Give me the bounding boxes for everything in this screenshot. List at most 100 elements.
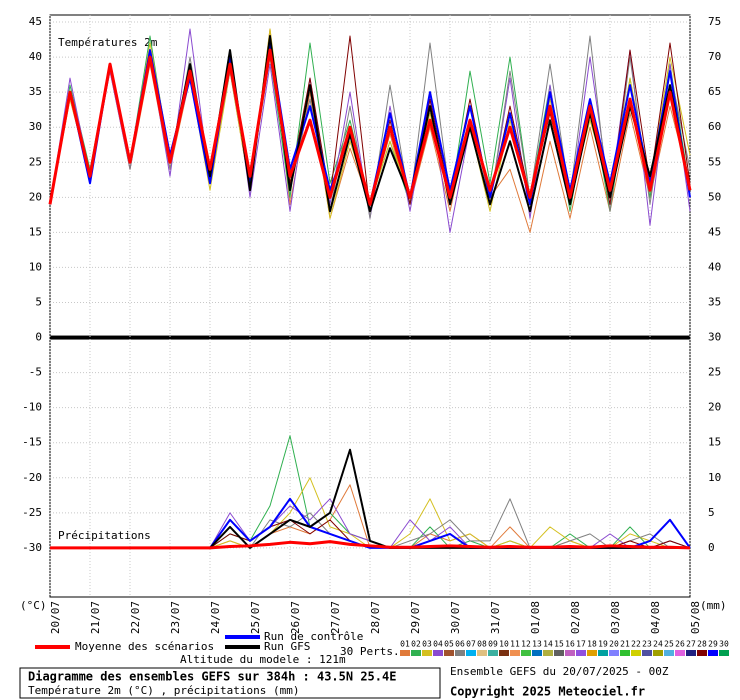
x-tick-label: 01/08 [529,601,542,634]
x-tick-label: 31/07 [489,601,502,634]
zero-line [50,335,690,340]
perturbation-legend-swatch [554,650,564,656]
subtitle: Température 2m (°C) , précipitations (mm… [28,684,300,697]
perturbation-legend-swatch [576,650,586,656]
perturbation-legend-swatch [433,650,443,656]
perturbation-legend-swatch [675,650,685,656]
perturbation-legend-swatch [444,650,454,656]
y-tick-label: 45 [29,15,42,28]
perturbation-legend-swatch [455,650,465,656]
x-tick-label: 28/07 [369,601,382,634]
x-tick-label: 03/08 [609,601,622,634]
perturbation-legend-swatch [488,650,498,656]
perturbation-legend-label: 06 [455,640,465,649]
perturbation-legend-swatch [422,650,432,656]
perturbation-legend-label: 04 [433,640,443,649]
perturbation-legend-label: 18 [587,640,597,649]
legend-label: Run GFS [264,640,310,653]
perturbation-legend-label: 28 [697,640,707,649]
y-tick-label: 0 [35,331,42,344]
temp-line [48,48,692,206]
temp-label: Températures 2m [58,36,158,49]
x-tick-label: 30/07 [449,601,462,634]
copyright: Copyright 2025 Meteociel.fr [450,685,645,699]
perturbation-legend-label: 05 [444,640,454,649]
x-tick-label: 25/07 [249,601,262,634]
perturbation-legend-label: 22 [631,640,641,649]
y-tick-label: -20 [22,471,42,484]
perturbation-legend-swatch [543,650,553,656]
perturbation-legend-label: 25 [664,640,674,649]
x-tick-label: 27/07 [329,601,342,634]
perturbation-legend-label: 20 [609,640,619,649]
perturbation-legend-swatch [719,650,729,656]
precip-label: Précipitations [58,529,151,542]
x-tick-label: 21/07 [89,601,102,634]
y-tick-label: -15 [22,436,42,449]
title-box [19,667,441,699]
y-tick-label: -10 [22,401,42,414]
perturbation-legend-label: 01 [400,640,410,649]
perturbation-legend-label: 15 [554,640,564,649]
perturbation-legend-label: 24 [653,640,663,649]
perturbation-legend-label: 13 [532,640,542,649]
perturbation-legend-label: 17 [576,640,586,649]
perturbation-legend-swatch [411,650,421,656]
y2-tick-label: 30 [708,331,721,344]
perturbation-legend-swatch [532,650,542,656]
x-tick-label: 02/08 [569,601,582,634]
perturbation-legend-swatch [653,650,663,656]
y2-tick-label: 75 [708,15,721,28]
y-tick-label: 20 [29,190,42,203]
x-tick-label: 20/07 [49,601,62,634]
perturbation-legend-swatch [499,650,509,656]
y2-tick-label: 10 [708,471,721,484]
perturbation-legend-label: 03 [422,640,432,649]
y2-tick-label: 60 [708,120,721,133]
perturbation-legend-label: 10 [499,640,509,649]
perturbation-legend-label: 02 [411,640,421,649]
perturbation-legend-swatch [521,650,531,656]
y2-tick-label: 65 [708,85,721,98]
perturbation-legend-swatch [620,650,630,656]
perturbation-legend-swatch [466,650,476,656]
perturbation-legend-swatch [510,650,520,656]
y2-tick-label: 45 [708,225,721,238]
perturbation-legend-label: 08 [477,640,487,649]
x-tick-label: 23/07 [169,601,182,634]
perturbation-legend-swatch [686,650,696,656]
perturbation-legend-swatch [400,650,410,656]
perturbation-legend-label: 21 [620,640,630,649]
y-tick-label: 30 [29,120,42,133]
x-tick-label: 29/07 [409,601,422,634]
perturbation-legend-label: 26 [675,640,685,649]
perturbation-legend-swatch [587,650,597,656]
run-info: Ensemble GEFS du 20/07/2025 - 00Z [450,665,669,678]
perturbation-legend-label: 07 [466,640,476,649]
y2-unit: (mm) [700,599,727,612]
perturbation-legend-swatch [642,650,652,656]
y2-tick-label: 20 [708,401,721,414]
y-tick-label: -25 [22,506,42,519]
legend-label: Moyenne des scénarios [75,640,214,653]
altitude: Altitude du modele : 121m [180,653,346,666]
perturbation-legend-swatch [631,650,641,656]
perturbation-legend-label: 27 [686,640,696,649]
perturbations-label: 30 Perts. [340,645,400,658]
precip-line [50,540,691,550]
y2-tick-label: 35 [708,295,721,308]
title: Diagramme des ensembles GEFS sur 384h : … [28,670,396,684]
y2-tick-label: 70 [708,50,721,63]
perturbation-legend-swatch [697,650,707,656]
perturbation-legend-swatch [565,650,575,656]
perturbation-legend-label: 30 [719,640,729,649]
y-tick-label: 35 [29,85,42,98]
y-tick-label: 5 [35,295,42,308]
perturbation-legend-swatch [609,650,619,656]
y2-tick-label: 5 [708,506,715,519]
y-tick-label: 40 [29,50,42,63]
legend-label: Run de contrôle [264,630,363,643]
y2-tick-label: 0 [708,541,715,554]
y-tick-label: 15 [29,225,42,238]
perturbation-legend-label: 11 [510,640,520,649]
